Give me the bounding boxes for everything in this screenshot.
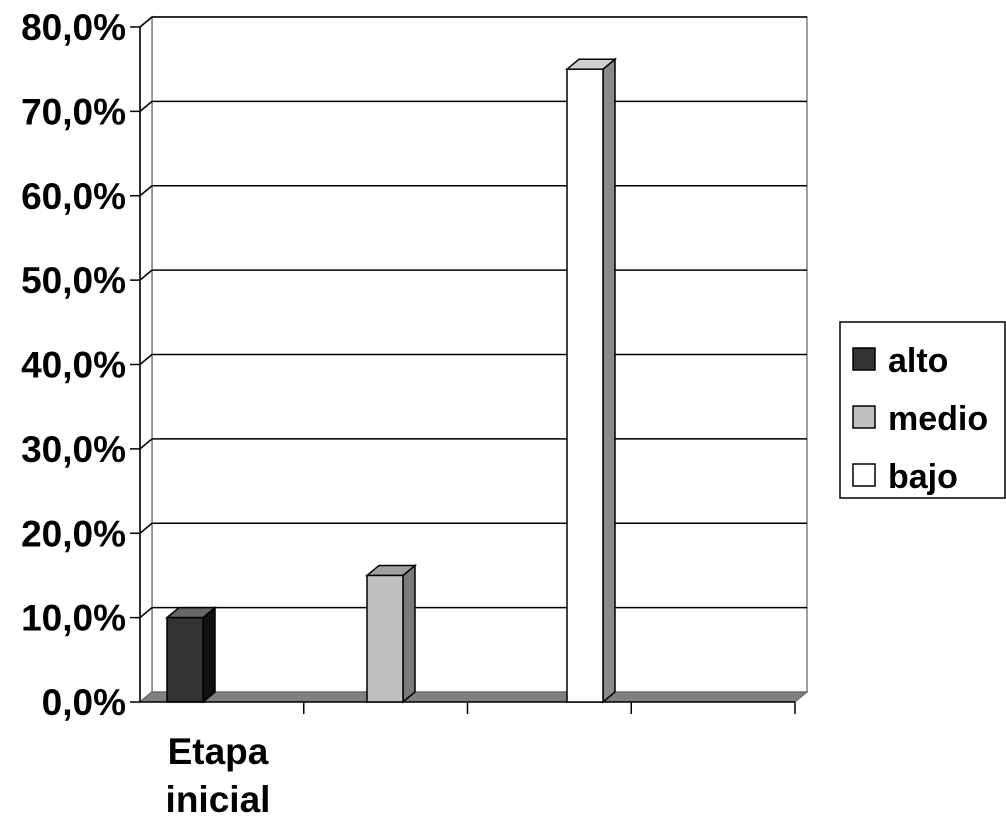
legend-label-bajo: bajo bbox=[888, 458, 958, 496]
y-tick-label: 50,0% bbox=[21, 260, 126, 301]
legend: alto medio bajo bbox=[839, 321, 1006, 499]
gridline-side bbox=[139, 16, 153, 28]
y-tick-label: 40,0% bbox=[21, 345, 126, 386]
gridline-side bbox=[139, 353, 153, 366]
bar-side bbox=[602, 57, 616, 704]
gridline-side bbox=[139, 185, 153, 197]
gridline-side bbox=[139, 522, 153, 534]
x-category-label: Etapa bbox=[168, 731, 269, 772]
y-tick-label: 60,0% bbox=[21, 176, 126, 217]
axes bbox=[130, 26, 796, 714]
floor bbox=[138, 691, 809, 703]
x-category-label: inicial bbox=[166, 779, 271, 816]
y-tick-label: 10,0% bbox=[21, 598, 126, 639]
bar-alto bbox=[164, 606, 218, 704]
bar-medio bbox=[364, 563, 418, 704]
gridline-side bbox=[139, 100, 153, 112]
bar-side bbox=[202, 606, 216, 704]
axis-labels: 0,0% 10,0% 20,0% 30,0% 40,0% 50,0% 60,0% 70,0% 8… bbox=[21, 7, 271, 820]
bar-front bbox=[566, 68, 604, 703]
plot-walls bbox=[138, 15, 809, 704]
legend-label-alto: alto bbox=[888, 342, 948, 380]
y-tick-label: 30,0% bbox=[21, 429, 126, 470]
legend-swatch-alto bbox=[852, 347, 876, 371]
y-tick-label: 80,0% bbox=[21, 7, 126, 48]
bar-bajo bbox=[564, 57, 618, 704]
y-tick-label: 0,0% bbox=[42, 682, 126, 723]
bar-front bbox=[166, 616, 204, 703]
gridline-side bbox=[139, 607, 153, 619]
y-tick-label: 70,0% bbox=[21, 91, 126, 132]
gridline-side bbox=[139, 438, 153, 450]
bar-front bbox=[366, 574, 404, 703]
legend-label-medio: medio bbox=[888, 400, 988, 438]
bars bbox=[164, 57, 618, 704]
gridlines bbox=[139, 16, 807, 619]
gridline-side bbox=[139, 269, 153, 281]
y-tick-label: 20,0% bbox=[21, 513, 126, 554]
legend-swatch-bajo bbox=[852, 463, 876, 487]
legend-swatch-medio bbox=[852, 405, 876, 429]
bar-side bbox=[402, 563, 416, 704]
